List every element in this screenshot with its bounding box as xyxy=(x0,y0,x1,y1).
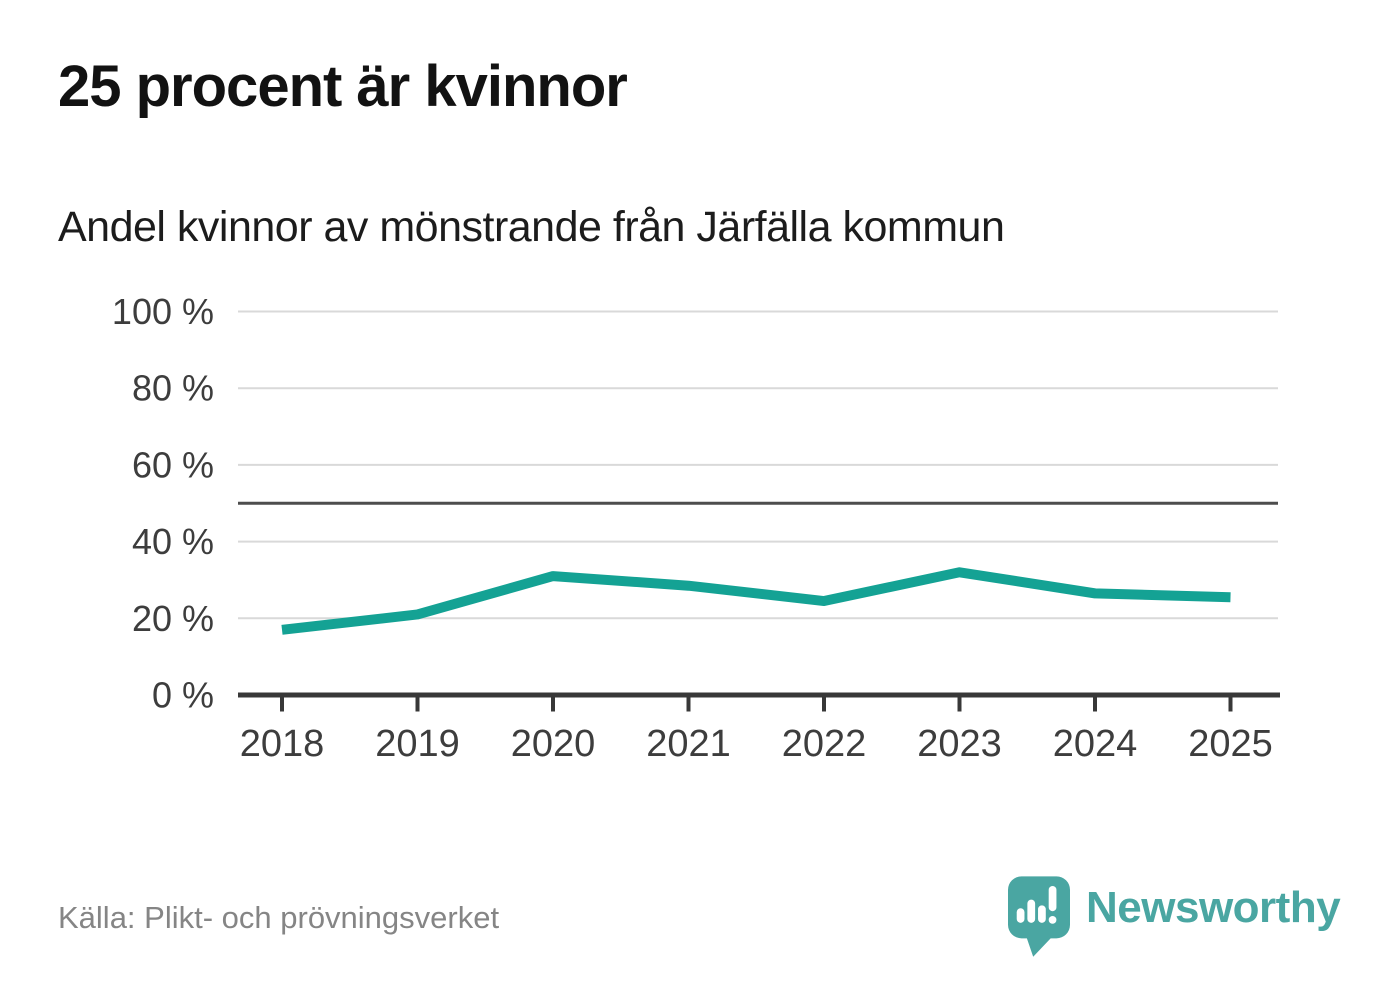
x-tick-label: 2023 xyxy=(917,723,1002,765)
y-tick-label: 100 % xyxy=(112,291,214,332)
x-tick-label: 2019 xyxy=(375,723,460,765)
data-line xyxy=(281,567,1231,635)
newsworthy-logo-icon xyxy=(1008,876,1070,957)
x-tick-label: 2022 xyxy=(782,723,867,765)
y-tick-label: 40 % xyxy=(132,521,214,562)
x-tick-label: 2018 xyxy=(240,723,325,765)
chart-subtitle: Andel kvinnor av mönstrande från Järfäll… xyxy=(58,203,1005,251)
y-tick-label: 0 % xyxy=(152,675,214,716)
x-tick-label: 2025 xyxy=(1188,723,1273,765)
y-tick-label: 20 % xyxy=(132,598,214,639)
x-tick-label: 2020 xyxy=(511,723,596,765)
y-tick-label: 60 % xyxy=(132,444,214,485)
x-tick-label: 2024 xyxy=(1053,723,1138,765)
newsworthy-wordmark: Newsworthy xyxy=(1086,883,1341,932)
chart-title: 25 procent är kvinnor xyxy=(58,54,628,119)
source-note: Källa: Plikt- och prövningsverket xyxy=(58,900,500,935)
x-tick-label: 2021 xyxy=(646,723,731,765)
y-tick-label: 80 % xyxy=(132,368,214,409)
newsworthy-logo: Newsworthy xyxy=(1008,876,1341,958)
